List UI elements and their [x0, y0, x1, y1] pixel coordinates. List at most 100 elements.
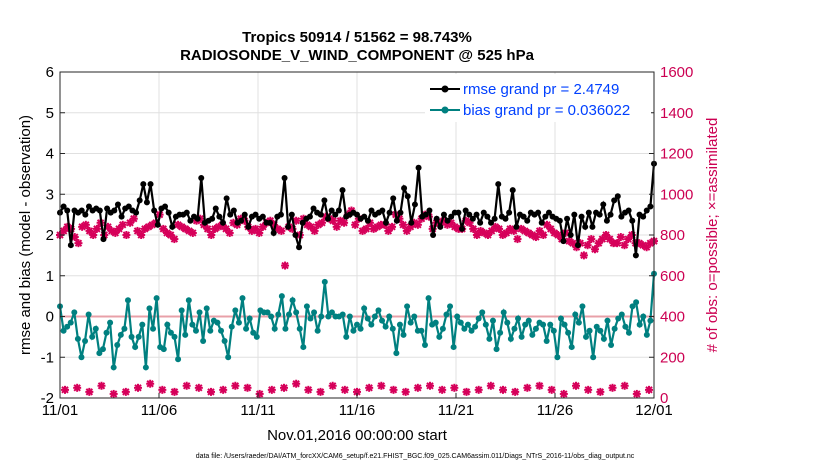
rmse-point — [241, 211, 248, 218]
rmse-point — [404, 193, 411, 200]
bias-point — [583, 333, 590, 340]
bias-point — [71, 309, 78, 316]
bias-point — [461, 325, 468, 332]
bias-point — [343, 333, 350, 340]
obs-marker — [122, 231, 131, 239]
obs-marker — [340, 218, 349, 227]
rmse-point — [484, 213, 491, 220]
rmse-point — [603, 217, 610, 224]
rmse-point — [151, 207, 158, 214]
bias-point — [482, 321, 489, 328]
bias-point — [597, 327, 604, 334]
rmse-point — [578, 213, 585, 220]
bias-point — [432, 319, 439, 326]
bias-point — [454, 313, 461, 320]
obs-marker — [616, 233, 625, 242]
bias-point — [354, 321, 360, 328]
bias-point — [575, 319, 582, 326]
rmse-point — [143, 199, 150, 206]
rmse-point — [209, 215, 216, 222]
bias-point — [99, 346, 106, 353]
x-axis: 11/01 11/06 11/11 11/16 11/21 11/26 12/01 — [42, 393, 673, 419]
obs-low-marker — [438, 385, 447, 394]
rmse-point — [408, 219, 415, 226]
rmse-point — [411, 201, 418, 208]
bias-point — [253, 333, 260, 340]
bias-point — [314, 327, 321, 334]
bias-point — [547, 321, 554, 328]
obs-marker — [388, 222, 397, 231]
rmse-point — [502, 215, 509, 222]
bias-point — [493, 346, 500, 353]
bias-point — [303, 303, 310, 310]
rmse-point — [571, 211, 578, 218]
rmse-point — [469, 215, 476, 222]
bias-point — [82, 337, 89, 344]
y-axis-left-label: rmse and bias (model - observation) — [17, 115, 34, 355]
bias-point — [74, 335, 81, 342]
bias-point — [611, 325, 618, 332]
rmse-point — [281, 174, 288, 181]
obs-low-marker — [121, 387, 130, 396]
bias-point — [146, 305, 153, 312]
footnote: data file: /Users/raeder/DAI/ATM_forcXX/… — [196, 453, 635, 460]
rmse-point — [328, 207, 335, 214]
bias-point — [282, 325, 289, 332]
bias-point — [235, 319, 242, 326]
bias-point — [418, 327, 425, 334]
obs-low-marker — [97, 381, 106, 390]
bias-point — [525, 317, 532, 324]
rmse-point — [292, 232, 299, 238]
rmse-point — [488, 219, 495, 226]
legend-bias-label: bias grand pr = 0.036022 — [463, 102, 630, 119]
bias-point — [615, 315, 622, 322]
x-tick-label: 11/06 — [141, 402, 177, 419]
rmse-point — [379, 207, 386, 214]
rmse-point — [212, 205, 219, 212]
bias-point — [264, 309, 271, 316]
y-axis-right: 0 200 400 600 800 1000 1200 1400 1600 — [649, 64, 693, 407]
obs-low-marker — [523, 383, 532, 392]
bias-point — [554, 354, 561, 361]
bias-point — [307, 315, 314, 322]
x-tick-label: 11/01 — [42, 402, 78, 419]
bias-point — [500, 309, 507, 316]
obs-low-marker — [596, 387, 605, 396]
rmse-point — [162, 203, 169, 210]
bias-point — [150, 325, 157, 332]
bias-point — [361, 305, 368, 312]
bias-point — [175, 356, 182, 363]
bias-point — [124, 297, 131, 304]
obs-marker — [118, 220, 127, 229]
bias-point — [472, 323, 479, 330]
bias-point — [590, 354, 597, 361]
rmse-point — [368, 207, 375, 214]
obs-marker — [74, 239, 83, 248]
rmse-point — [625, 207, 632, 214]
bias-point — [457, 319, 464, 326]
rmse-point — [245, 223, 252, 230]
obs-marker — [170, 235, 179, 244]
obs-marker — [225, 228, 234, 237]
bias-point — [396, 321, 403, 328]
bias-point — [286, 311, 293, 318]
rmse-point — [277, 211, 284, 218]
rmse-point — [147, 181, 154, 188]
obs-low-marker — [267, 385, 276, 394]
bias-point — [421, 342, 428, 349]
bias-point — [135, 333, 142, 340]
bias-point — [271, 325, 278, 332]
rmse-point — [238, 217, 245, 224]
rmse-point — [230, 207, 237, 214]
y-right-tick-label: 800 — [660, 227, 685, 244]
bias-point — [604, 317, 611, 324]
obs-low-marker — [389, 385, 398, 394]
y-right-tick-label: 1200 — [660, 146, 693, 163]
bias-point — [515, 315, 522, 322]
bias-point — [497, 329, 504, 336]
obs-low-marker — [620, 381, 629, 390]
x-tick-label: 12/01 — [635, 402, 673, 419]
rmse-point — [542, 213, 549, 220]
bias-point — [364, 315, 371, 322]
